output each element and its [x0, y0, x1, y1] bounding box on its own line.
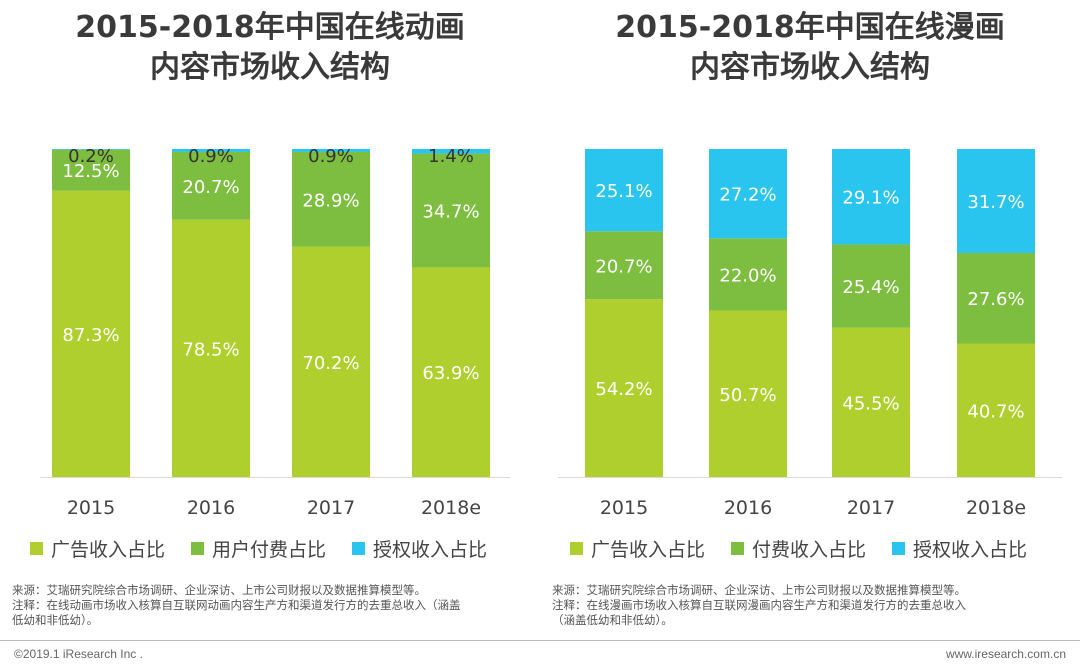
bar-paid-2015 — [585, 231, 663, 300]
bar-ad-2017 — [292, 246, 370, 477]
x-tick-label-2015: 2015 — [600, 497, 648, 519]
data-label-license-2016: 0.9% — [188, 146, 234, 167]
data-label-license-2015: 25.1% — [595, 181, 652, 202]
legend-item-paid: 用户付费占比 — [191, 535, 326, 561]
legend-swatch-paid — [731, 541, 745, 555]
data-label-ad-2015: 87.3% — [62, 325, 119, 346]
annotation-note-cont: （涵盖低幼和非低幼）。 — [552, 613, 673, 627]
bar-license-2017 — [832, 149, 910, 245]
chart-title-line2: 内容市场收入结构 — [690, 50, 930, 85]
bar-ad-2017 — [832, 327, 910, 477]
chart-panel-comics: 2015-2018年中国在线漫画 内容市场收入结构 54.2% 20.7% 25.1… — [540, 0, 1080, 640]
legend-label: 用户付费占比 — [212, 538, 327, 561]
legend-item-ad: 广告收入占比 — [570, 535, 705, 561]
bar-license-2017 — [292, 149, 370, 152]
x-tick-label-2015: 2015 — [67, 497, 115, 519]
data-label-ad-2016: 50.7% — [719, 385, 776, 406]
data-label-ad-2016: 78.5% — [182, 339, 239, 360]
bar-ad-2015 — [585, 299, 663, 477]
data-label-ad-2018e: 63.9% — [422, 363, 479, 384]
legend-swatch-ad — [570, 541, 583, 555]
data-label-license-2016: 27.2% — [719, 185, 776, 206]
data-label-license-2018e: 31.7% — [967, 192, 1024, 213]
data-label-license-2015: 0.2% — [68, 146, 114, 167]
chart-notes: 来源：艾瑞研究院综合市场调研、企业深访、上市公司财报以及数据推算模型等。 注释：… — [12, 583, 532, 628]
x-tick-label-2016: 2016 — [724, 497, 772, 519]
bar-paid-2018e — [412, 153, 490, 268]
legend-swatch-paid — [191, 541, 205, 555]
annotation-note-cont: 低幼和非低幼）。 — [12, 613, 99, 627]
x-tick-label-2017: 2017 — [307, 497, 355, 519]
x-tick-label-2016: 2016 — [187, 497, 235, 519]
bar-paid-2016 — [709, 238, 787, 311]
chart-notes: 来源：艾瑞研究院综合市场调研、企业深访、上市公司财报以及数据推算模型等。 注释：… — [552, 583, 1072, 628]
data-label-paid-2016: 20.7% — [182, 177, 239, 198]
bar-license-2018e — [412, 149, 490, 154]
footer-divider — [0, 640, 1080, 641]
legend-label: 授权收入占比 — [913, 538, 1028, 561]
chart-panel-animation: 2015-2018年中国在线动画 内容市场收入结构 87.3% 12.5% 0.2%… — [0, 0, 540, 640]
x-tick-label-2017: 2017 — [847, 497, 895, 519]
chart-legend: 广告收入占比 付费收入占比 授权收入占比 — [570, 535, 1070, 561]
legend-item-ad: 广告收入占比 — [30, 535, 165, 561]
legend-item-paid: 付费收入占比 — [731, 535, 866, 561]
data-label-ad-2017: 70.2% — [302, 353, 359, 374]
x-tick-label-2018e: 2018e — [966, 497, 1026, 519]
legend-label: 付费收入占比 — [752, 538, 867, 561]
bar-paid-2016 — [172, 151, 250, 220]
legend-item-license: 授权收入占比 — [352, 535, 487, 561]
stacked-bar-chart-comics: 54.2% 20.7% 25.1% 2015 50.7% 22.0% 27.2% 2016 45… — [558, 149, 1062, 519]
bar-ad-2018e — [957, 343, 1035, 477]
data-label-paid-2015: 12.5% — [62, 161, 119, 182]
chart-title-line2: 内容市场收入结构 — [150, 50, 390, 85]
bar-paid-2017 — [832, 244, 910, 328]
data-label-paid-2018e: 34.7% — [422, 202, 479, 223]
legend-swatch-ad — [30, 541, 43, 555]
x-tick-label-2018e: 2018e — [421, 497, 481, 519]
data-label-ad-2015: 54.2% — [595, 379, 652, 400]
bar-ad-2015 — [52, 190, 130, 477]
legend-label: 授权收入占比 — [373, 538, 488, 561]
source-note: 来源：艾瑞研究院综合市场调研、企业深访、上市公司财报以及数据推算模型等。 — [12, 583, 426, 597]
data-label-paid-2018e: 27.6% — [967, 289, 1024, 310]
bar-ad-2016 — [172, 219, 250, 477]
chart-title-line1: 2015-2018年中国在线动画 — [75, 10, 465, 45]
stacked-bar-chart-animation: 87.3% 12.5%0.2% 2015 78.5% 20.7% 0.9% 2016 70.2… — [40, 146, 510, 519]
footer-website: www.iresearch.com.cn — [945, 647, 1066, 661]
source-note: 来源：艾瑞研究院综合市场调研、企业深访、上市公司财报以及数据推算模型等。 — [552, 583, 966, 597]
bar-license-2018e — [957, 149, 1035, 253]
bar-license-2016 — [172, 149, 250, 152]
legend-label: 广告收入占比 — [51, 538, 166, 561]
chart-title: 2015-2018年中国在线动画 内容市场收入结构 — [0, 8, 540, 88]
legend-label: 广告收入占比 — [591, 538, 706, 561]
bar-ad-2018e — [412, 267, 490, 477]
data-label-ad-2018e: 40.7% — [967, 401, 1024, 422]
legend-swatch-license — [892, 541, 906, 555]
legend-swatch-license — [352, 541, 366, 555]
data-label-license-2018e: 1.4% — [428, 146, 474, 167]
bar-paid-2015 — [52, 149, 130, 191]
chart-title-line1: 2015-2018年中国在线漫画 — [615, 10, 1005, 45]
legend-item-license: 授权收入占比 — [892, 535, 1027, 561]
annotation-note: 注释：在线漫画市场收入核算自互联网漫画内容生产方和渠道发行方的去重总收入 — [552, 598, 966, 612]
footer-copyright: ©2019.1 iResearch Inc . — [14, 647, 143, 661]
data-label-paid-2015: 20.7% — [595, 256, 652, 277]
data-label-license-2017: 0.9% — [308, 146, 354, 167]
data-label-paid-2016: 22.0% — [719, 265, 776, 286]
bar-paid-2018e — [957, 252, 1035, 344]
bar-ad-2016 — [709, 310, 787, 477]
chart-legend: 广告收入占比 用户付费占比 授权收入占比 — [30, 535, 530, 561]
bar-license-2016 — [709, 149, 787, 239]
bar-paid-2017 — [292, 151, 370, 247]
data-label-paid-2017: 25.4% — [842, 277, 899, 298]
annotation-note: 注释：在线动画市场收入核算自互联网动画内容生产方和渠道发行方的去重总收入（涵盖 — [12, 598, 461, 612]
data-label-ad-2017: 45.5% — [842, 393, 899, 414]
bar-license-2015 — [585, 149, 663, 232]
bar-license-2015 — [52, 149, 130, 150]
data-label-license-2017: 29.1% — [842, 188, 899, 209]
chart-title: 2015-2018年中国在线漫画 内容市场收入结构 — [540, 8, 1080, 88]
data-label-paid-2017: 28.9% — [302, 190, 359, 211]
